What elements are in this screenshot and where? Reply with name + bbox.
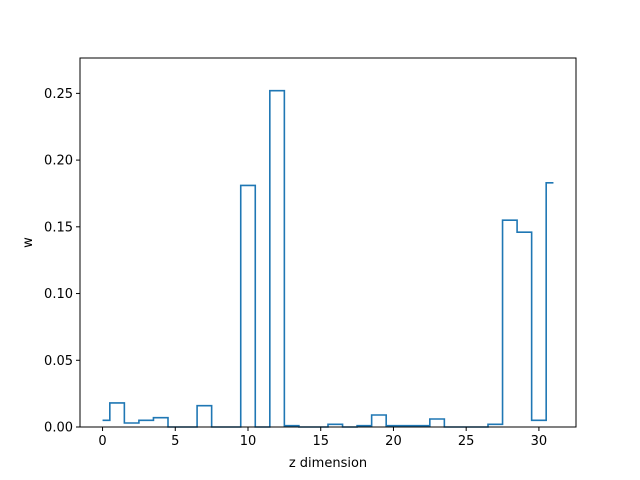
y-tick-label-5: 0.25 <box>44 87 73 102</box>
x-tick-label-5: 25 <box>458 434 475 449</box>
y-axis: 0.00 0.05 0.10 0.15 0.20 0.25 <box>44 87 80 436</box>
x-axis: 0 5 10 15 20 25 30 <box>98 427 547 449</box>
y-tick-label-4: 0.20 <box>44 154 73 169</box>
x-tick-label-4: 20 <box>385 434 402 449</box>
plot-frame <box>79 57 577 428</box>
x-tick-label-1: 5 <box>171 434 179 449</box>
y-axis-label: w <box>21 237 36 248</box>
y-tick-label-0: 0.00 <box>44 421 73 436</box>
y-tick-label-3: 0.15 <box>44 220 73 235</box>
x-tick-label-2: 10 <box>240 434 257 449</box>
x-axis-label: z dimension <box>289 456 367 471</box>
y-tick-label-2: 0.10 <box>44 287 73 302</box>
x-tick-label-3: 15 <box>312 434 329 449</box>
y-tick-label-1: 0.05 <box>44 354 73 369</box>
x-tick-label-0: 0 <box>98 434 106 449</box>
x-tick-label-6: 30 <box>531 434 548 449</box>
plot-area <box>79 57 577 428</box>
